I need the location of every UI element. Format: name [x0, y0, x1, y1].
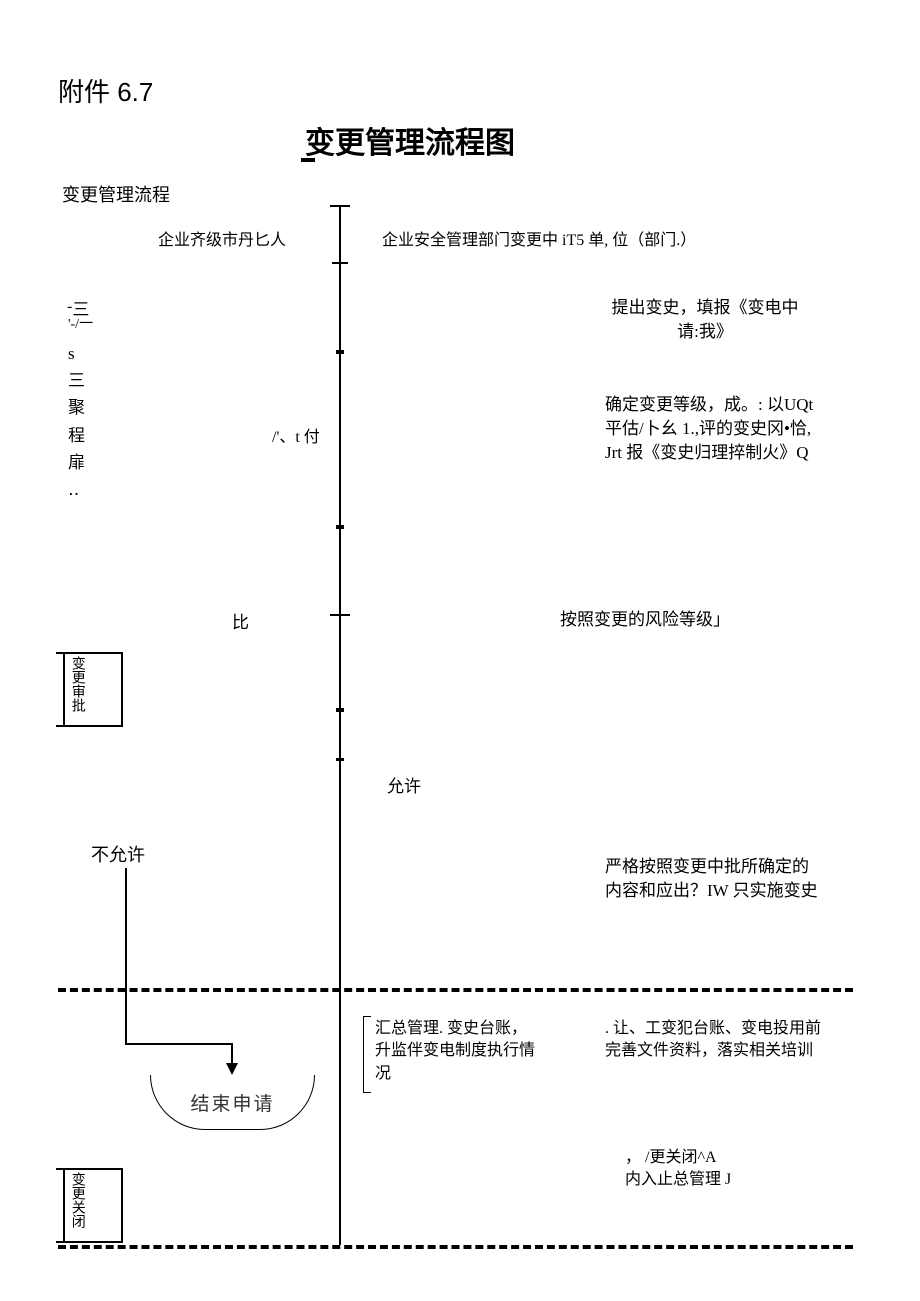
tick-4: [336, 525, 344, 529]
top-mark: [301, 158, 315, 162]
step-6-right: . 让、工变犯台账、变电投用前完善文件资料，落实相关培训: [605, 1018, 825, 1063]
bracket-1-ext-bot: [56, 725, 65, 727]
not-allow-line-v2: [231, 1043, 233, 1065]
side-mark-2: /'、t 付: [272, 423, 320, 447]
bracket-2-ext-top: [56, 1168, 65, 1170]
step-6-mid: 汇总管理. 变史台账，升监伴变电制度执行情况: [375, 1018, 540, 1085]
right-column-header: 企业安全管理部门变更中 iT5 单, 位（部门.）: [382, 230, 696, 252]
bracket-2-ext-bot: [56, 1241, 65, 1243]
tick-1: [330, 205, 350, 207]
vl1-rest: s三聚程扉‥: [68, 340, 88, 503]
allow-label: 允许: [387, 775, 421, 799]
left-column-header: 企业齐级市丹匕人: [158, 230, 286, 252]
tick-7: [336, 758, 344, 761]
left-dash-mark: '-/一: [68, 313, 93, 333]
step-7-text: ， /更关闭^A 内入止总管理 J: [625, 1147, 825, 1192]
step-2-text: 确定变更等级，成。: 以UQt 平估/卜幺 1.,评的变史冈•恰, Jrt 报《…: [605, 393, 825, 464]
not-allow-line-h: [125, 1043, 233, 1045]
not-allow-label: 不允许: [91, 843, 145, 868]
side-mark-bi: 比: [232, 608, 249, 633]
tick-3: [336, 350, 344, 354]
dashed-line-1: [58, 988, 853, 992]
vertical-label-3: 变更关闭: [68, 1172, 85, 1240]
end-request-shape: 结束申请: [150, 1075, 315, 1130]
end-request-text: 结束申请: [190, 1089, 274, 1116]
dashed-line-2: [58, 1245, 853, 1249]
tick-5: [330, 614, 350, 616]
not-allow-line-v: [125, 868, 127, 1043]
tick-2: [332, 262, 348, 264]
step-3-text: 按照变更的风险等级」: [560, 608, 730, 632]
vertical-label-2: 变更审批: [68, 656, 85, 724]
process-name-label: 变更管理流程: [62, 183, 170, 208]
mid-bracket: [363, 1016, 371, 1093]
page-title: 变更管理流程图: [305, 118, 515, 162]
center-vertical-line: [339, 205, 341, 1245]
arrow-to-end: [226, 1063, 238, 1075]
appendix-label: 附件 6.7: [58, 72, 153, 109]
step-1-text: 提出变史，填报《变电中请:我》: [605, 296, 805, 344]
bracket-1-ext-top: [56, 652, 65, 654]
step-5-text: 严格按照变更中批所确定的内容和应出？IW 只实施变史: [605, 855, 825, 903]
tick-6: [336, 708, 344, 712]
